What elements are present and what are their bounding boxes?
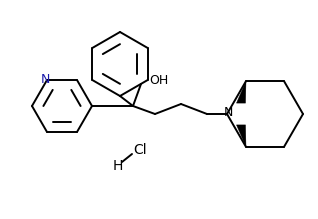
Text: H: H [113, 159, 123, 173]
Polygon shape [237, 81, 246, 103]
Polygon shape [237, 125, 246, 147]
Text: N: N [223, 106, 233, 120]
Text: N: N [40, 72, 50, 85]
Text: OH: OH [149, 74, 168, 87]
Text: Cl: Cl [133, 143, 147, 157]
